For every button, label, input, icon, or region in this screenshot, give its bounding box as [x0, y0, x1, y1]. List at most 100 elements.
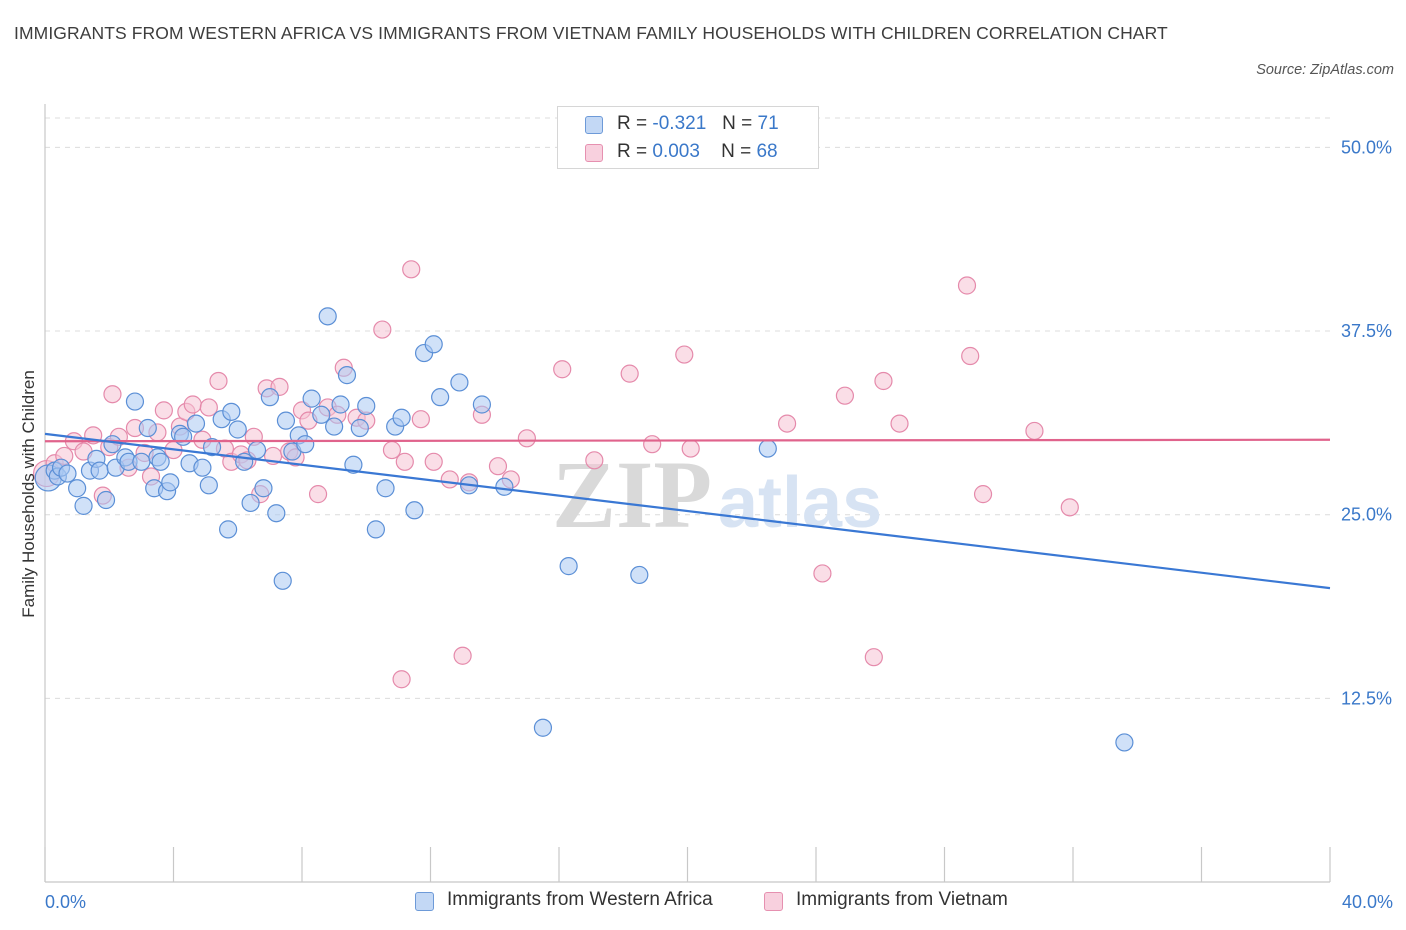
y-axis-label: Family Households with Children	[19, 370, 38, 618]
data-point-western-africa	[758, 439, 777, 458]
watermark-zip: ZIP	[552, 441, 712, 548]
data-point-western-africa	[424, 335, 443, 354]
correlation-legend: R = -0.321 N = 71 R = 0.003 N = 68	[557, 106, 819, 169]
data-point-vietnam	[103, 385, 122, 404]
legend-r-value: -0.321	[652, 113, 707, 134]
y-tick-label: 25.0%	[1341, 505, 1392, 525]
tick-labels: 12.5% 25.0% 37.5% 50.0% 0.0% 40.0%	[45, 137, 1393, 912]
bottom-legend-swatch-pink	[764, 892, 783, 911]
data-point-vietnam	[835, 386, 855, 405]
bottom-legend-label: Immigrants from Vietnam	[796, 889, 1008, 910]
data-point-western-africa	[202, 438, 222, 457]
data-point-western-africa	[219, 520, 238, 539]
legend-r-label: R =	[617, 113, 648, 134]
data-point-western-africa	[260, 388, 279, 407]
data-point-western-africa	[431, 388, 450, 407]
watermark-atlas: atlas	[718, 463, 882, 543]
legend-r-label: R =	[617, 141, 648, 162]
data-point-western-africa	[193, 458, 212, 477]
data-point-western-africa	[74, 496, 93, 515]
data-point-western-africa	[58, 464, 77, 483]
axes	[44, 104, 1331, 883]
y-tick-label: 37.5%	[1341, 321, 1392, 341]
data-point-vietnam	[585, 451, 604, 470]
data-point-western-africa	[472, 395, 491, 414]
watermark: ZIP atlas	[552, 441, 882, 548]
data-point-western-africa	[151, 452, 170, 471]
y-tick-label: 50.0%	[1341, 137, 1392, 157]
data-point-western-africa	[254, 479, 273, 498]
legend-n-label: N =	[721, 141, 752, 162]
data-point-western-africa	[318, 307, 337, 326]
data-point-western-africa	[376, 479, 395, 498]
data-point-western-africa	[90, 461, 109, 480]
data-point-vietnam	[488, 457, 508, 476]
data-point-vietnam	[440, 470, 459, 489]
legend-n-value: 71	[757, 113, 779, 134]
data-point-vietnam	[973, 485, 993, 504]
chart-title: IMMIGRANTS FROM WESTERN AFRICA VS IMMIGR…	[14, 23, 1168, 43]
data-point-vietnam	[209, 371, 228, 391]
data-point-western-africa	[161, 473, 180, 492]
data-point-western-africa	[331, 395, 350, 414]
data-point-vietnam	[553, 360, 572, 379]
data-point-vietnam	[1060, 498, 1079, 517]
data-point-western-africa	[103, 435, 122, 454]
data-point-vietnam	[154, 401, 173, 420]
data-point-vietnam	[453, 646, 472, 665]
data-point-western-africa	[392, 408, 411, 427]
data-point-western-africa	[344, 455, 363, 474]
data-point-vietnam	[395, 452, 414, 471]
legend-swatch-blue	[585, 116, 603, 134]
data-point-western-africa	[247, 440, 267, 460]
data-point-western-africa	[267, 504, 286, 523]
bottom-legend-label: Immigrants from Western Africa	[447, 889, 713, 910]
data-point-western-africa	[273, 571, 292, 590]
data-point-western-africa	[559, 557, 578, 576]
data-point-vietnam	[813, 564, 832, 583]
trend-lines	[44, 432, 1331, 590]
data-point-western-africa	[1115, 733, 1134, 752]
data-point-vietnam	[961, 346, 980, 366]
data-point-vietnam	[411, 410, 430, 429]
data-point-western-africa	[302, 389, 321, 408]
data-point-western-africa	[630, 565, 649, 585]
data-point-western-africa	[241, 493, 260, 513]
data-point-vietnam	[675, 345, 694, 364]
legend-n-value: 68	[756, 141, 778, 162]
data-point-western-africa	[276, 411, 296, 430]
data-point-western-africa	[228, 420, 247, 439]
data-point-vietnam	[874, 371, 893, 391]
data-point-vietnam	[777, 414, 797, 433]
data-point-vietnam	[424, 452, 443, 471]
data-point-western-africa	[68, 479, 87, 498]
data-point-western-africa	[125, 392, 145, 411]
data-point-western-africa	[199, 476, 218, 495]
data-point-western-africa	[357, 396, 376, 416]
data-point-vietnam	[681, 439, 700, 458]
data-point-vietnam	[957, 276, 977, 295]
data-point-western-africa	[350, 418, 369, 438]
data-point-western-africa	[174, 427, 193, 446]
bottom-legend-swatch-blue	[415, 892, 434, 911]
series-western-africa	[34, 307, 1134, 752]
data-point-vietnam	[199, 398, 218, 417]
data-point-vietnam	[392, 670, 411, 689]
data-point-western-africa	[96, 490, 116, 510]
legend-swatch-pink	[585, 144, 603, 162]
data-point-western-africa	[296, 435, 315, 454]
data-point-western-africa	[337, 366, 357, 385]
data-point-vietnam	[183, 395, 202, 414]
data-point-western-africa	[325, 417, 344, 436]
data-point-western-africa	[132, 452, 151, 471]
x-tick-label: 40.0%	[1342, 892, 1393, 912]
trend-line-vietnam	[44, 438, 1331, 443]
data-point-vietnam	[890, 414, 909, 433]
source-credit: Source: ZipAtlas.com	[1256, 62, 1394, 78]
legend-r-value: 0.003	[652, 141, 700, 162]
data-point-western-africa	[533, 718, 553, 737]
data-point-western-africa	[186, 414, 206, 433]
data-point-western-africa	[366, 520, 385, 539]
trend-line-western-africa	[44, 432, 1331, 590]
